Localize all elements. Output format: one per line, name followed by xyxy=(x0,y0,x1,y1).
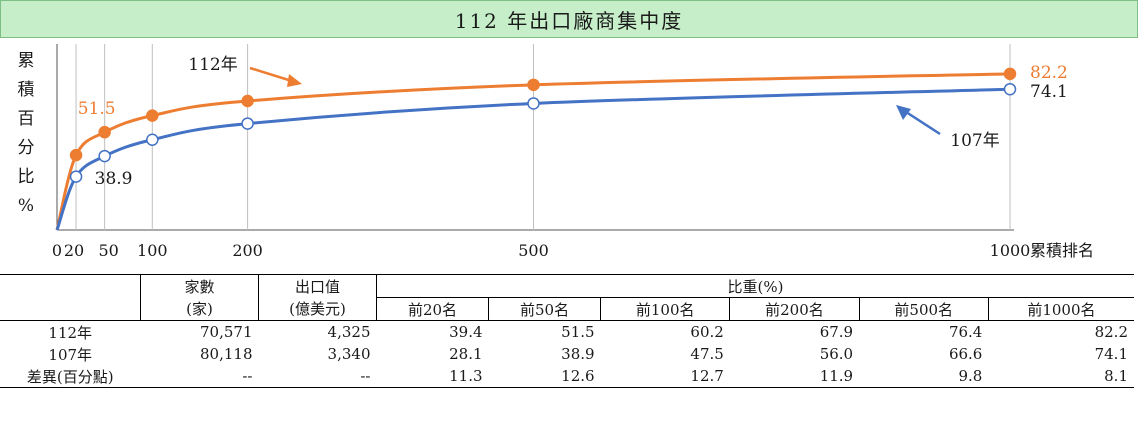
cell-share: 38.9 xyxy=(561,345,595,363)
cell-share: 56.0 xyxy=(819,345,854,363)
header-top1000: 前1000名 xyxy=(1027,300,1096,319)
data-label: 38.9 xyxy=(95,169,133,189)
cell-export: 4,325 xyxy=(327,323,371,341)
header-top50: 前50名 xyxy=(488,297,602,321)
x-tick-label: 20 xyxy=(64,241,84,260)
table-row: 差異(百分點) -- -- 11.3 12.6 12.7 11.9 9.8 8.… xyxy=(0,365,1134,388)
data-point xyxy=(69,170,83,183)
y-axis-label-char: 累 xyxy=(18,51,35,71)
cell-share: 74.1 xyxy=(1094,345,1128,363)
table-corner-2 xyxy=(0,297,141,321)
header-top100: 前100名 xyxy=(600,297,731,321)
x-tick-label: 200 xyxy=(232,241,263,260)
cell-share: 12.6 xyxy=(561,367,595,385)
callout-arrowhead-112 xyxy=(287,74,302,87)
cell-share: 60.2 xyxy=(690,323,724,341)
data-point xyxy=(527,97,540,110)
cell-share: 82.2 xyxy=(1094,323,1128,341)
header-share: 比重(%) xyxy=(376,274,1134,298)
data-point xyxy=(527,78,540,92)
cell-share: 51.5 xyxy=(561,323,595,341)
y-axis-label-char: 比 xyxy=(18,167,35,187)
callout-arrow-107 xyxy=(902,108,941,136)
header-firms-unit: (家) xyxy=(140,297,259,321)
row-label: 差異(百分點) xyxy=(26,367,114,386)
y-axis-label-char: % xyxy=(18,196,34,216)
header-top200: 前200名 xyxy=(729,297,860,321)
data-point xyxy=(241,117,254,130)
header-export-unit: (億美元) xyxy=(258,297,377,321)
series-label-112: 112年 xyxy=(188,55,237,75)
cell-share: 76.4 xyxy=(948,323,983,341)
cell-share: 66.6 xyxy=(948,345,983,363)
callout-arrowhead-107 xyxy=(896,105,911,120)
cell-share: 11.9 xyxy=(819,367,854,385)
page-title: 112 年出口廠商集中度 xyxy=(0,0,1138,38)
y-axis-label-char: 分 xyxy=(18,138,35,158)
cell-share: 67.9 xyxy=(819,323,854,341)
cell-firms: 70,571 xyxy=(200,323,253,341)
data-point xyxy=(241,94,254,108)
x-axis-label: 累積排名 xyxy=(1030,241,1094,260)
data-label: 82.2 xyxy=(1030,63,1068,83)
header-export: 出口值 xyxy=(258,274,377,298)
data-point xyxy=(146,109,159,122)
data-point xyxy=(1003,82,1017,96)
header-top500: 前500名 xyxy=(859,297,989,321)
y-axis-label-char: 積 xyxy=(18,80,35,100)
title-text: 112 年出口廠商集中度 xyxy=(454,8,684,33)
header-firms: 家數 xyxy=(140,274,259,298)
header-top20: 前20名 xyxy=(376,297,490,321)
x-tick-label: 500 xyxy=(518,241,549,260)
cell-share: 47.5 xyxy=(690,345,724,363)
data-point xyxy=(69,148,83,162)
cell-firms: -- xyxy=(242,367,253,385)
y-axis-label-char: 百 xyxy=(18,109,35,129)
row-label: 107年 xyxy=(48,345,93,364)
cell-export: 3,340 xyxy=(327,345,371,363)
cell-share: 28.1 xyxy=(449,345,483,363)
cell-share: 8.1 xyxy=(1104,367,1128,385)
series-label-107: 107年 xyxy=(950,131,999,151)
data-label: 51.5 xyxy=(78,99,116,119)
data-point xyxy=(146,133,159,146)
x-tick-label: 1000 xyxy=(990,241,1031,260)
cell-share: 11.3 xyxy=(449,367,483,385)
data-point xyxy=(1003,67,1017,81)
data-label: 74.1 xyxy=(1030,82,1068,102)
x-tick-label: 100 xyxy=(137,241,168,260)
cell-share: 12.7 xyxy=(690,367,724,385)
table-row: 112年 70,571 4,325 39.4 51.5 60.2 67.9 76… xyxy=(0,321,1134,344)
data-point xyxy=(98,149,111,163)
table-row: 107年 80,118 3,340 28.1 38.9 47.5 56.0 66… xyxy=(0,343,1134,365)
x-tick-label: 0 xyxy=(52,241,62,260)
cell-firms: 80,118 xyxy=(200,345,253,363)
row-label: 112年 xyxy=(48,323,93,342)
cell-export: -- xyxy=(360,367,371,385)
cell-share: 39.4 xyxy=(449,323,483,341)
table-corner xyxy=(0,274,141,298)
x-tick-label: 50 xyxy=(98,241,118,260)
data-point xyxy=(98,125,111,139)
callout-arrow-112 xyxy=(249,66,296,84)
concentration-table: 家數 出口值 比重(%) (家) (億美元) 前20名 前50名 前100名 前… xyxy=(0,274,1134,388)
cell-share: 9.8 xyxy=(958,367,983,385)
